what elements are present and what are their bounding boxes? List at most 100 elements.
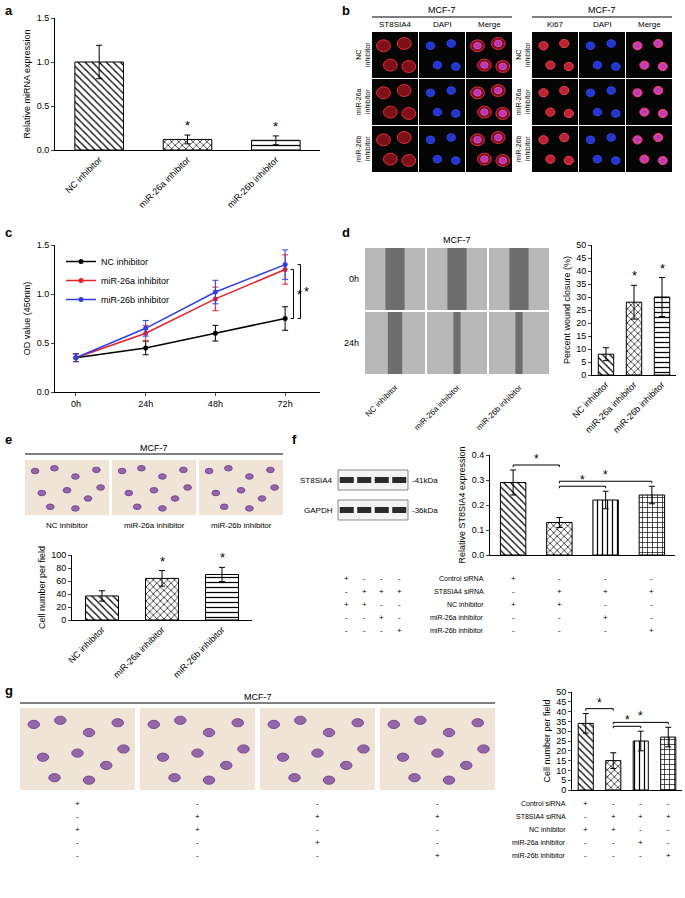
svg-text:+: + (638, 838, 643, 847)
svg-text:+: + (344, 600, 349, 609)
svg-text:a: a (5, 3, 13, 18)
svg-text:+: + (611, 812, 616, 821)
svg-text:*: * (625, 713, 630, 727)
svg-text:*: * (297, 287, 302, 302)
svg-text:NC inhibitor: NC inhibitor (447, 601, 484, 608)
svg-text:*: * (273, 119, 278, 134)
svg-text:100: 100 (51, 550, 66, 560)
svg-text:miR-26b inhibitor: miR-26b inhibitor (225, 155, 280, 210)
svg-text:+: + (195, 825, 200, 834)
svg-text:-: - (512, 587, 515, 596)
svg-text:f: f (292, 432, 297, 447)
svg-text:miR-26b inhibitor: miR-26b inhibitor (611, 380, 666, 435)
svg-text:1.0: 1.0 (37, 57, 50, 67)
svg-text:-: - (612, 851, 615, 860)
svg-text:-: - (398, 574, 401, 583)
svg-text:Relative miRNA expression: Relative miRNA expression (22, 29, 32, 138)
svg-text:*: * (638, 709, 643, 723)
svg-text:40: 40 (576, 266, 586, 276)
svg-text:20: 20 (56, 602, 66, 612)
svg-text:0h: 0h (71, 399, 81, 409)
svg-text:0.4: 0.4 (472, 450, 485, 460)
svg-text:1.5: 1.5 (37, 13, 50, 23)
svg-text:+: + (583, 825, 588, 834)
svg-text:-: - (76, 851, 79, 860)
svg-text:NC inhibitor: NC inhibitor (364, 383, 400, 419)
svg-text:50: 50 (556, 687, 566, 697)
svg-text:Merge: Merge (478, 20, 501, 29)
svg-text:d: d (342, 225, 350, 240)
svg-text:+: + (557, 587, 562, 596)
svg-text:+: + (603, 587, 608, 596)
svg-text:miR-26a inhibitor: miR-26a inhibitor (101, 276, 169, 286)
svg-text:-: - (316, 799, 319, 808)
svg-text:0: 0 (581, 370, 586, 380)
svg-text:Ki67: Ki67 (547, 20, 564, 29)
svg-text:+: + (75, 825, 80, 834)
svg-text:*: * (304, 284, 309, 299)
svg-text:DAPI: DAPI (593, 20, 612, 29)
svg-text:+: + (511, 600, 516, 609)
svg-text:-: - (612, 838, 615, 847)
svg-text:24h: 24h (344, 338, 359, 348)
svg-text:GAPDH: GAPDH (304, 506, 333, 515)
svg-text:e: e (5, 432, 12, 447)
svg-text:15: 15 (576, 331, 586, 341)
svg-text:DAPI: DAPI (433, 20, 452, 29)
svg-text:-: - (363, 613, 366, 622)
svg-text:-: - (604, 574, 607, 583)
svg-text:+: + (435, 851, 440, 860)
svg-text:MCF-7: MCF-7 (428, 5, 456, 15)
svg-text:+: + (362, 600, 367, 609)
svg-text:ST8SIA4 siRNA: ST8SIA4 siRNA (434, 588, 484, 595)
svg-text:-: - (584, 851, 587, 860)
svg-text:-: - (345, 626, 348, 635)
svg-text:miR-26a inhibitor: miR-26a inhibitor (124, 521, 185, 530)
svg-text:Percent wound closure (%): Percent wound closure (%) (562, 256, 572, 364)
svg-text:NCinhibitor: NCinhibitor (515, 42, 531, 67)
svg-text:20: 20 (556, 746, 566, 756)
svg-text:MCF-7: MCF-7 (244, 692, 272, 702)
svg-text:-: - (639, 825, 642, 834)
svg-text:-: - (639, 851, 642, 860)
svg-text:MCF-7: MCF-7 (443, 235, 471, 245)
svg-text:+: + (666, 851, 671, 860)
svg-text:ST8SIA4 siRNA: ST8SIA4 siRNA (516, 813, 566, 820)
svg-text:72h: 72h (278, 399, 293, 409)
svg-text:miR-26binhibitor: miR-26binhibitor (515, 135, 531, 162)
svg-text:NC inhibitor: NC inhibitor (101, 257, 148, 267)
svg-text:NCinhibitor: NCinhibitor (355, 42, 371, 67)
svg-text:*: * (580, 473, 585, 487)
svg-text:-: - (76, 812, 79, 821)
svg-text:*: * (597, 696, 602, 710)
svg-text:-: - (196, 838, 199, 847)
svg-text:-: - (316, 851, 319, 860)
svg-text:Merge: Merge (638, 20, 661, 29)
svg-text:-: - (380, 600, 383, 609)
svg-text:50: 50 (576, 240, 586, 250)
svg-text:-: - (345, 613, 348, 622)
svg-text:-: - (650, 574, 653, 583)
svg-text:ST8SIA4: ST8SIA4 (300, 476, 333, 485)
svg-text:10: 10 (556, 766, 566, 776)
svg-text:-: - (639, 799, 642, 808)
svg-text:5: 5 (561, 775, 566, 785)
svg-text:+: + (315, 812, 320, 821)
svg-text:g: g (5, 683, 13, 698)
svg-text:+: + (379, 613, 384, 622)
svg-text:miR-26a inhibitor: miR-26a inhibitor (111, 625, 166, 680)
svg-text:10: 10 (576, 344, 586, 354)
svg-text:miR-26b inhibitor: miR-26b inhibitor (475, 383, 524, 432)
svg-text:miR-26b inhibitor: miR-26b inhibitor (430, 627, 484, 634)
svg-text:-36kDa: -36kDa (412, 506, 438, 515)
svg-text:-: - (612, 799, 615, 808)
svg-text:-: - (667, 799, 670, 808)
svg-text:c: c (5, 225, 12, 240)
svg-text:15: 15 (556, 756, 566, 766)
svg-text:miR-26a inhibitor: miR-26a inhibitor (413, 383, 462, 432)
svg-text:-: - (380, 626, 383, 635)
svg-text:-: - (650, 613, 653, 622)
svg-text:+: + (666, 812, 671, 821)
svg-text:+: + (195, 812, 200, 821)
svg-text:NC inhibitor: NC inhibitor (63, 155, 103, 195)
